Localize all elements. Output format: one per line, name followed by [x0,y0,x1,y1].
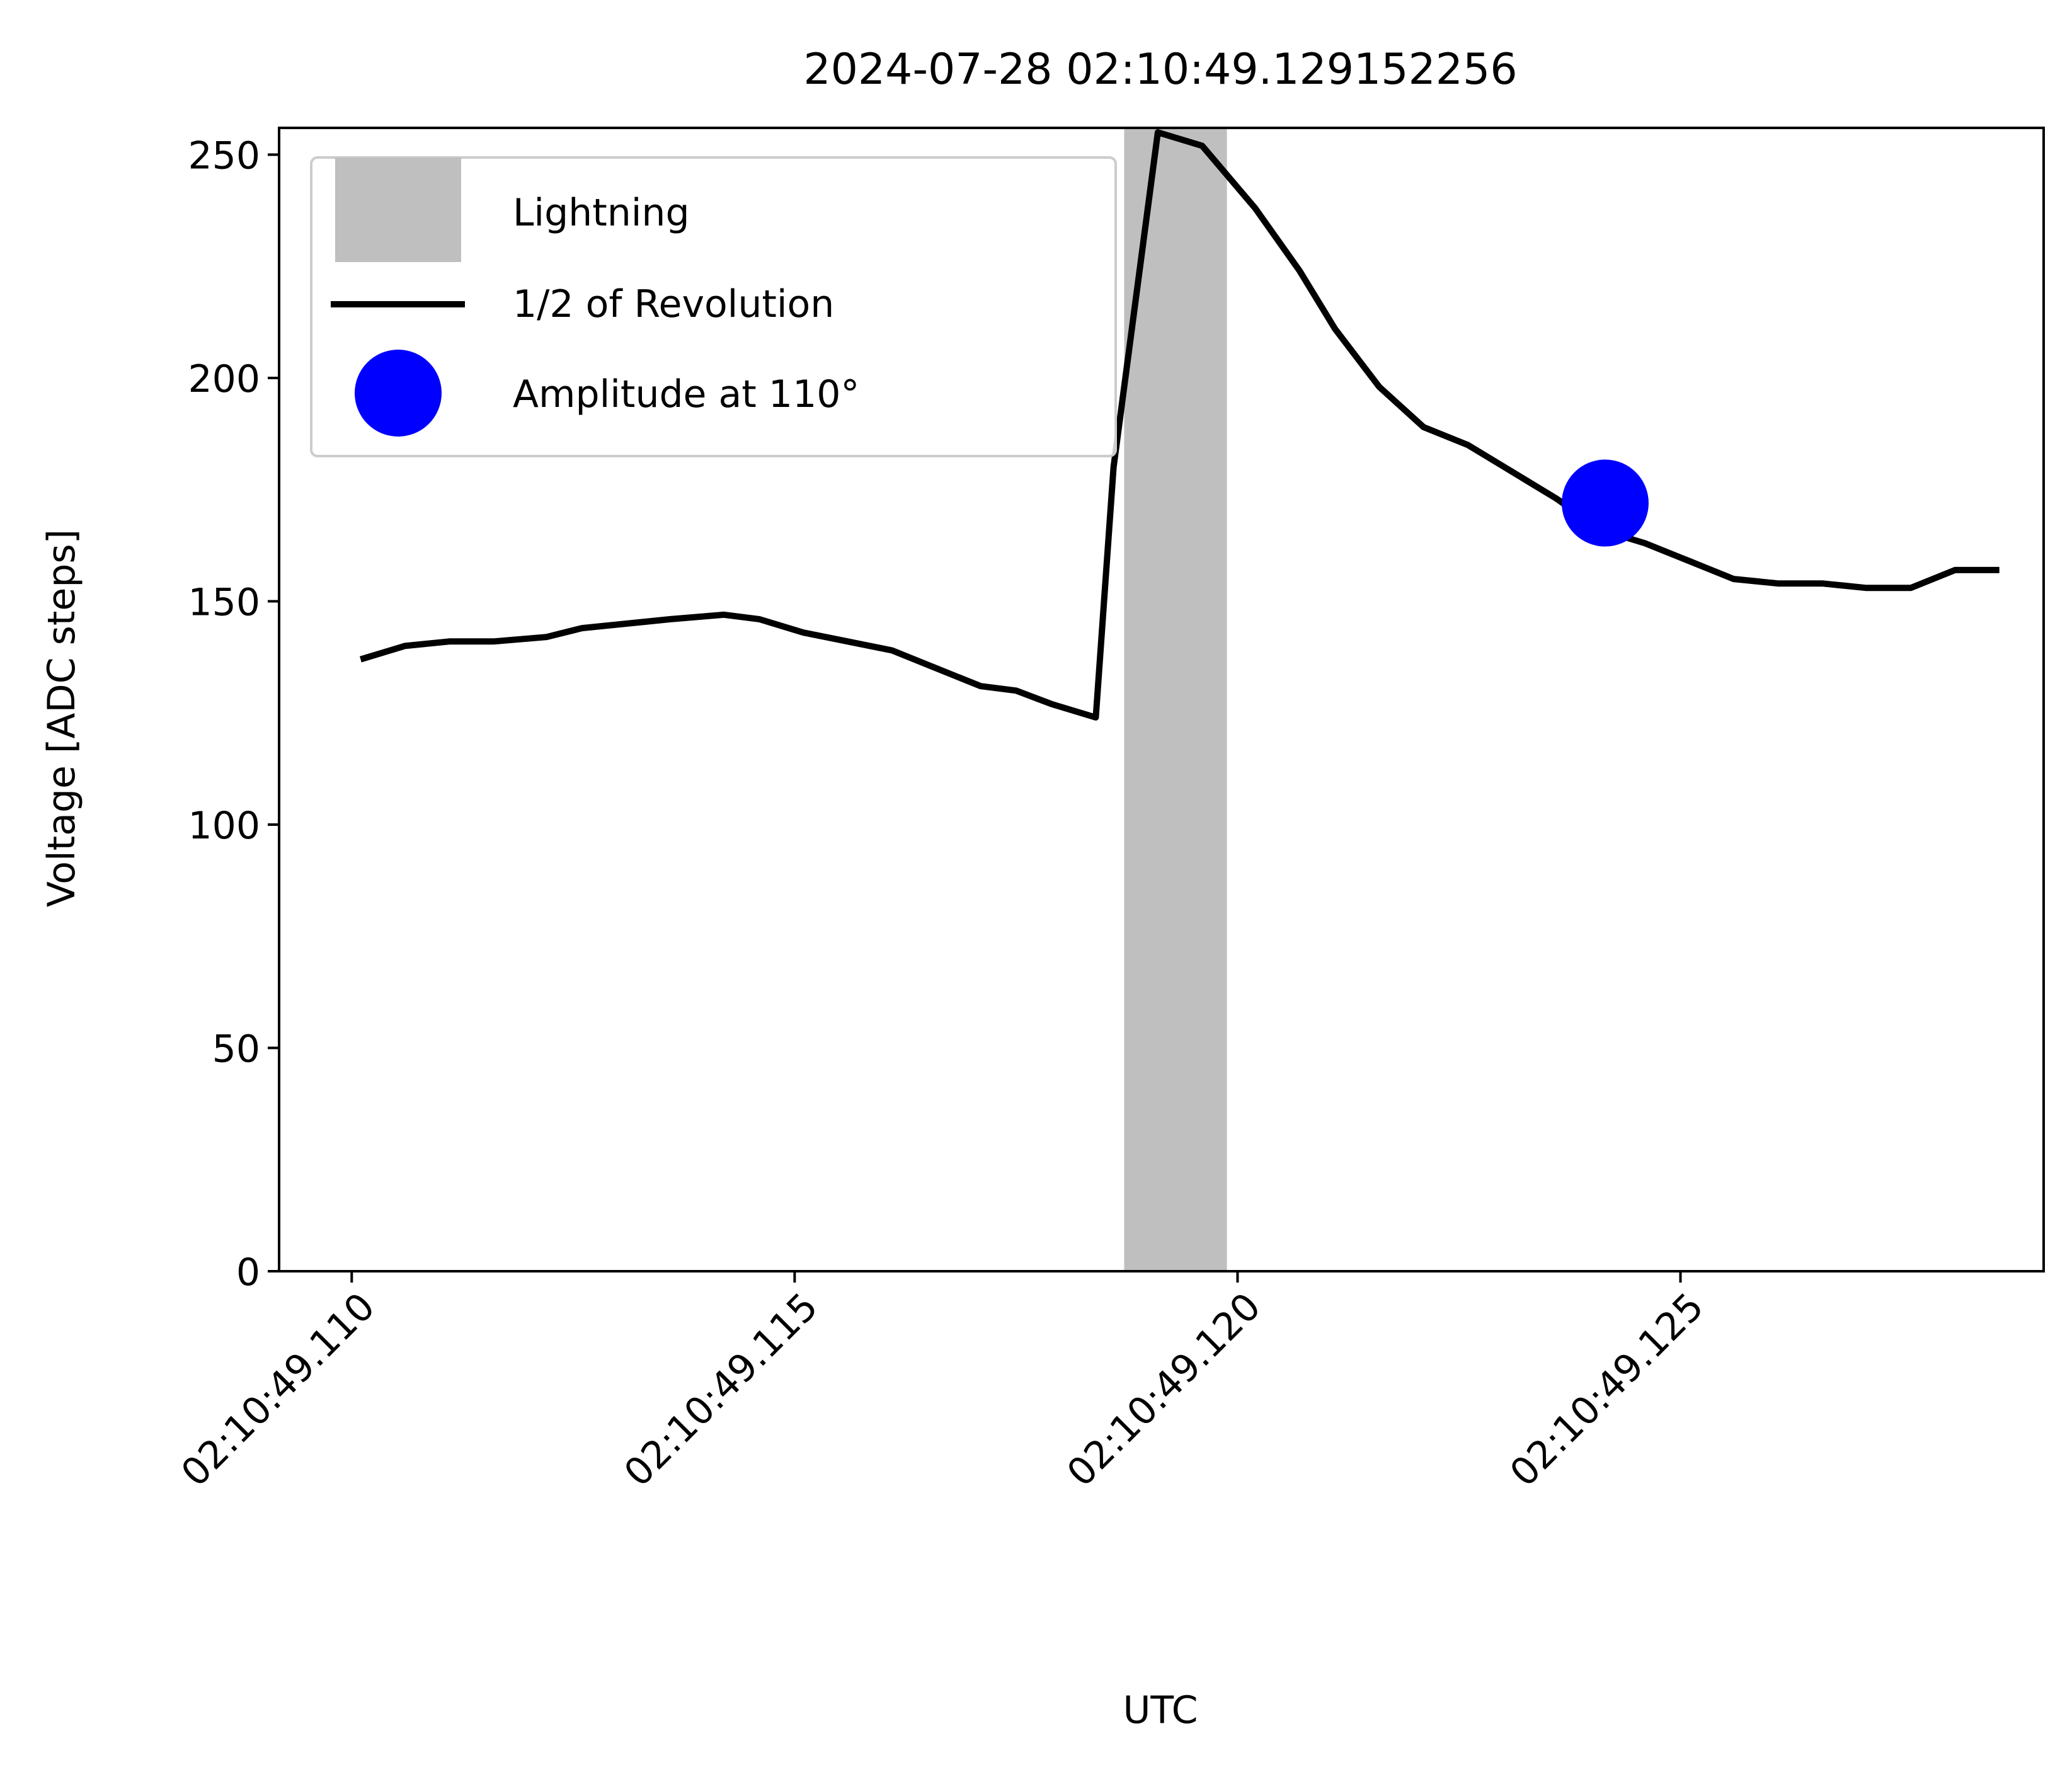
x-axis-label: UTC [1123,1688,1198,1732]
legend: Lightning 1/2 of Revolution Amplitude at… [310,156,1117,457]
series-point [1334,328,1336,329]
series-point [1051,704,1052,705]
y-tick-label: 150 [188,581,260,625]
series-line-0 [359,129,2000,721]
series-point [1378,386,1380,387]
series-point [1910,587,1911,588]
series-point [723,614,724,615]
series-point [936,668,937,669]
series-point [1157,132,1159,133]
y-tick-label: 200 [188,357,260,401]
series-point [1255,208,1256,209]
series-point [1866,587,1867,588]
series-point [847,641,849,642]
y-axis-label: Voltage [ADC steps] [40,529,84,907]
series-point [626,623,627,624]
series-point [1511,471,1513,472]
series-point [581,627,583,629]
series-point [493,641,494,642]
series-point [1201,145,1203,146]
series-point [758,619,760,620]
series-point [449,641,450,642]
series-point [1467,444,1468,445]
legend-box [310,156,1117,457]
plot-area [359,128,2000,1271]
series-point [1095,717,1096,718]
amplitude-marker [1561,459,1649,547]
series-point [404,645,406,646]
y-tick-label: 50 [212,1027,260,1072]
series-point [980,685,982,687]
series-point [1423,426,1424,428]
series-point [1777,583,1778,584]
legend-line-label: 1/2 of Revolution [513,282,834,326]
series-point [1556,498,1557,499]
legend-marker-label: Amplitude at 110° [513,372,859,416]
chart-title: 2024-07-28 02:10:49.129152256 [803,45,1517,94]
series-point [891,650,893,651]
axes-frame [278,127,2045,1272]
series-point [1999,569,2000,571]
series-point [1954,569,1955,571]
series-point [360,659,361,660]
y-tick-label: 0 [236,1250,260,1295]
series-point [670,619,672,620]
legend-marker-swatch [355,350,442,437]
series-point [546,636,547,638]
y-tick-label: 100 [188,804,260,848]
y-tick-label: 250 [188,134,260,178]
series-point [1733,578,1734,580]
legend-lightning-swatch [335,157,461,262]
lightning-span [1124,128,1227,1271]
series-point [1113,467,1114,468]
series-point [1821,583,1823,584]
series-point [803,632,804,633]
series-point [1016,690,1017,691]
series-point [1299,270,1300,272]
y-axis: 0 50 100 150 200 250 [188,134,279,1295]
series-point [1689,561,1690,562]
series-point [1644,542,1646,544]
legend-lightning-label: Lightning [513,191,690,235]
